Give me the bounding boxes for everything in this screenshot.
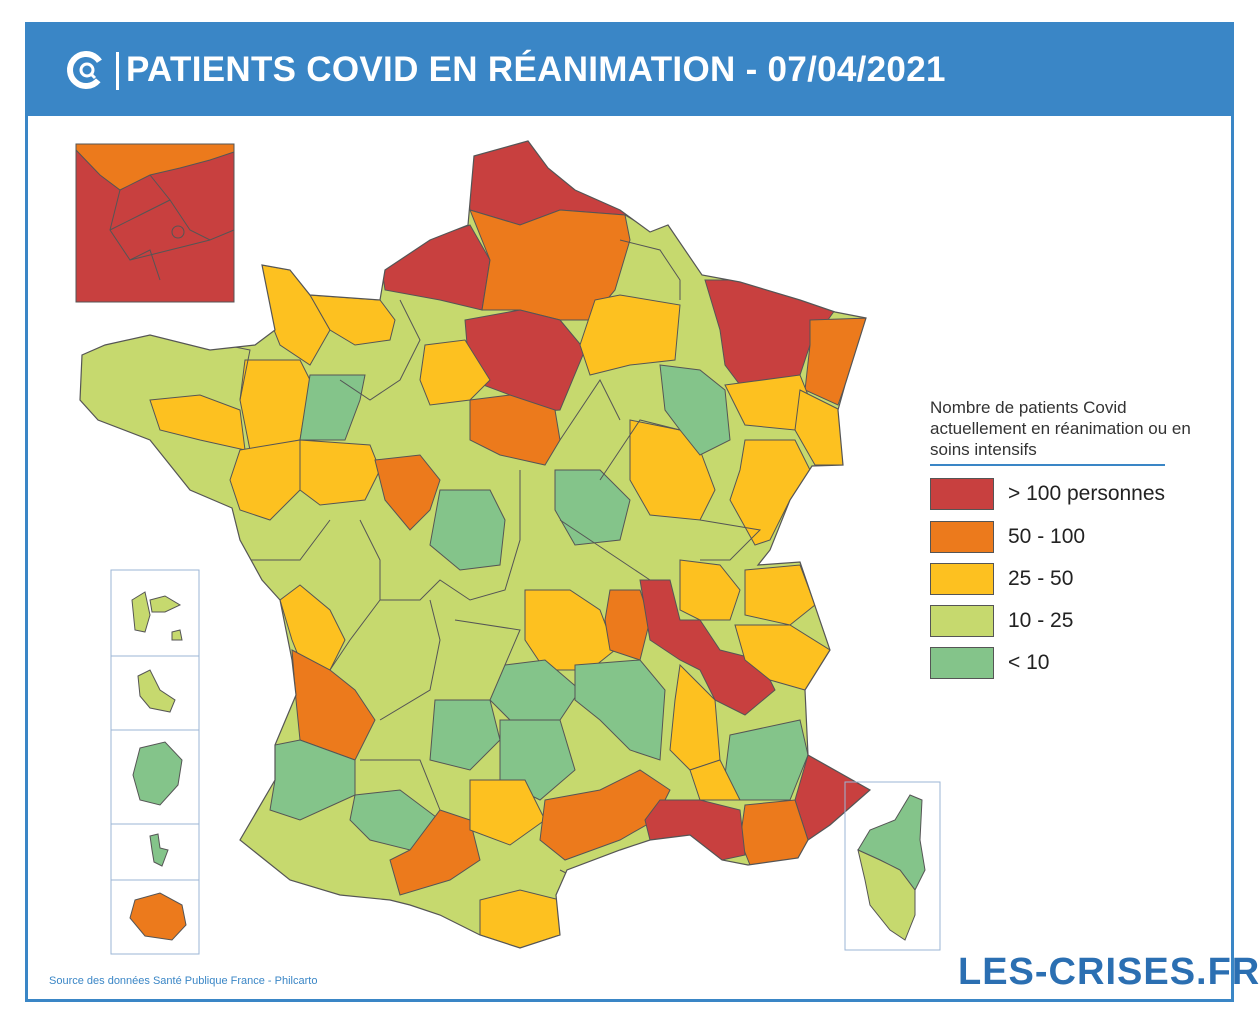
brand-logo[interactable]: LES-CRISES.FR (958, 951, 1259, 993)
legend-label: > 100 personnes (1008, 482, 1166, 505)
legend-swatch (930, 478, 994, 510)
legend-title: Nombre de patients Covid actuellement en… (930, 398, 1191, 459)
legend-swatch (930, 563, 994, 595)
legend-swatch (930, 605, 994, 637)
page-title: PATIENTS COVID EN RÉANIMATION - 07/04/20… (126, 50, 946, 89)
legend-item: 10 - 25 (930, 604, 1073, 638)
legend-item: < 10 (930, 646, 1049, 680)
source-note: Source des données Santé Publique France… (49, 975, 318, 987)
legend-label: < 10 (1008, 651, 1050, 674)
legend-swatch (930, 647, 994, 679)
corsica-inset (844, 781, 941, 951)
legend-label: 50 - 100 (1008, 525, 1086, 548)
legend-item: 25 - 50 (930, 562, 1073, 596)
legend-item: 50 - 100 (930, 520, 1085, 554)
legend-swatch (930, 521, 994, 553)
logo-icon (67, 51, 105, 89)
logo-separator (116, 52, 119, 90)
legend-label: 10 - 25 (1008, 609, 1074, 632)
legend-item: > 100 personnes (930, 477, 1165, 511)
overseas-insets (110, 569, 200, 955)
legend-label: 25 - 50 (1008, 567, 1074, 590)
legend-divider (930, 464, 1165, 466)
header-bar (25, 22, 1234, 116)
paris-inset (75, 143, 235, 303)
